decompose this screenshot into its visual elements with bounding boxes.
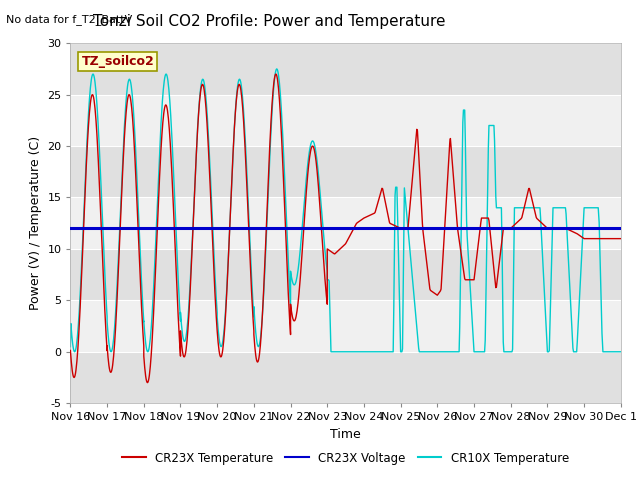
Bar	[70, 146, 621, 197]
Bar	[70, 249, 621, 300]
Bar	[70, 352, 621, 403]
Bar	[70, 197, 621, 249]
Text: No data for f_T2_BattV: No data for f_T2_BattV	[6, 14, 132, 25]
Legend: CR23X Temperature, CR23X Voltage, CR10X Temperature: CR23X Temperature, CR23X Voltage, CR10X …	[118, 447, 573, 469]
X-axis label: Time: Time	[330, 428, 361, 441]
Text: Tonzi Soil CO2 Profile: Power and Temperature: Tonzi Soil CO2 Profile: Power and Temper…	[93, 14, 445, 29]
Y-axis label: Power (V) / Temperature (C): Power (V) / Temperature (C)	[29, 136, 42, 310]
Text: TZ_soilco2: TZ_soilco2	[81, 55, 154, 68]
Bar	[70, 43, 621, 95]
Bar	[70, 300, 621, 352]
Bar	[70, 95, 621, 146]
